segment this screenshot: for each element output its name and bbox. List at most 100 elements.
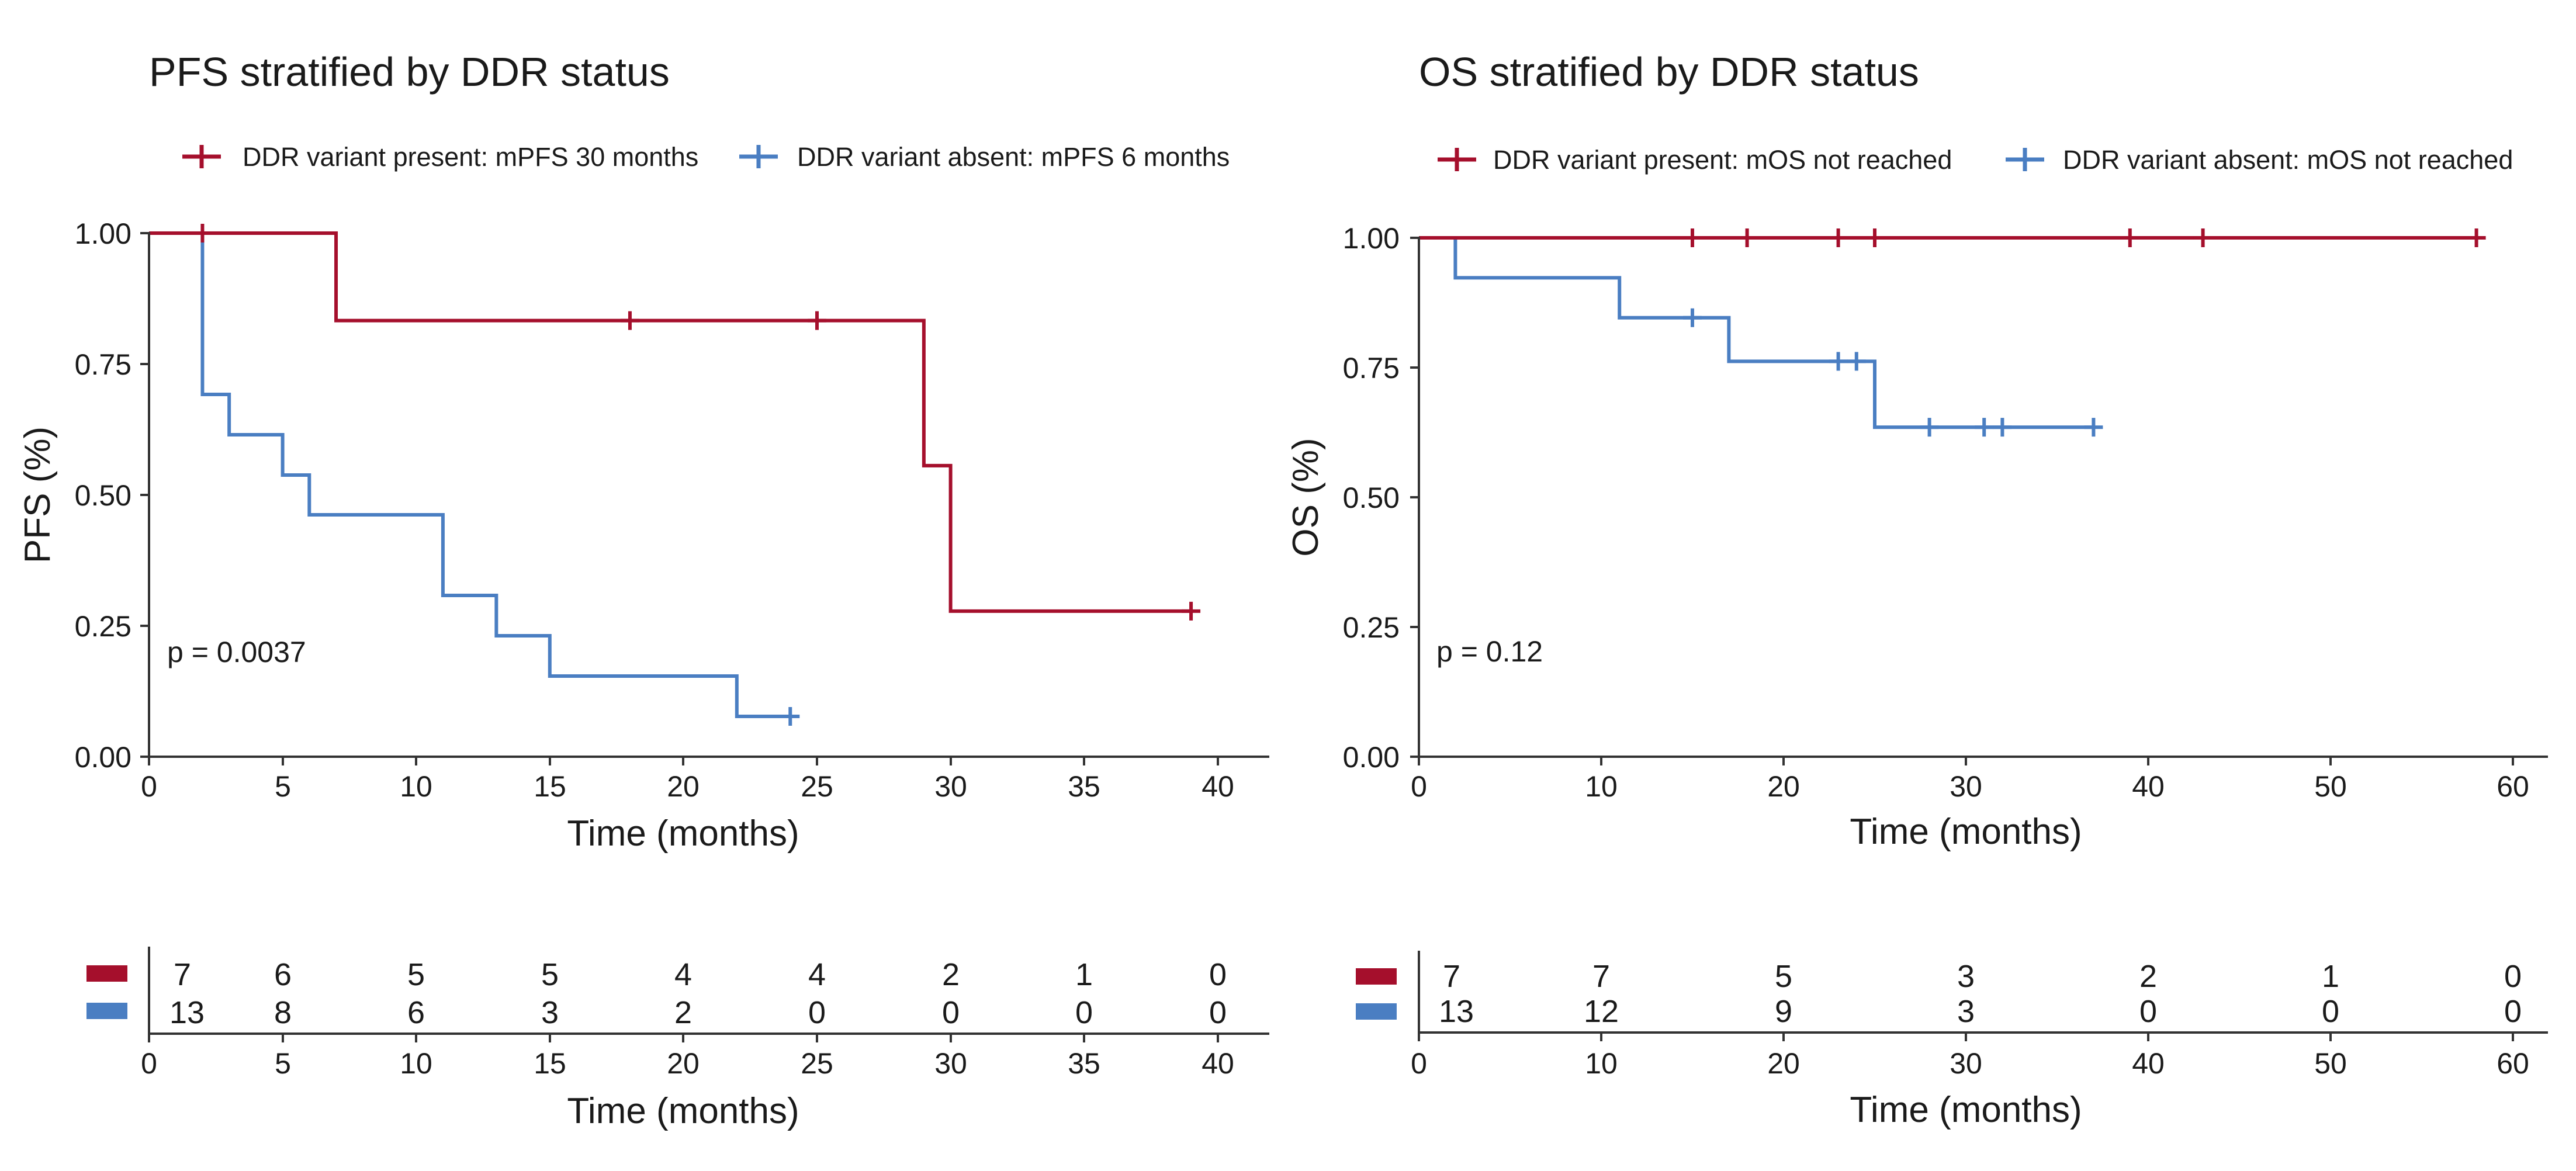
- os-censor-absent-6: [2084, 418, 2103, 437]
- pfs-legend: DDR variant present: mPFS 30 months DDR …: [182, 142, 1230, 172]
- os-y-axis-title: OS (%): [1286, 438, 1326, 556]
- pfs-xtick-20: 20: [667, 770, 700, 803]
- pfs-xtick-35: 35: [1068, 770, 1100, 803]
- os-risk-absent-60: 0: [2504, 994, 2522, 1029]
- pfs-censor-present-3: [1182, 601, 1201, 621]
- pfs-ytick-000: 0.00: [75, 741, 131, 774]
- os-risk-present-60: 0: [2504, 959, 2522, 994]
- os-censor-absent-5: [1993, 418, 2012, 437]
- pfs-panel: PFS stratified by DDR status DDR variant…: [18, 49, 1269, 1131]
- pfs-risk-present-30: 2: [942, 957, 960, 992]
- os-censor-absent-2: [1847, 352, 1866, 371]
- pfs-y-axis-title: PFS (%): [18, 427, 58, 563]
- os-risk-xtick-0: 0: [1411, 1047, 1427, 1080]
- pfs-pvalue: p = 0.0037: [167, 636, 306, 668]
- pfs-risk-present-5: 6: [274, 957, 292, 992]
- pfs-risk-present-25: 4: [808, 957, 826, 992]
- pfs-risk-xtick-5: 5: [275, 1047, 291, 1080]
- pfs-x-axis-title: Time (months): [567, 813, 799, 854]
- os-risk-present-30: 3: [1957, 959, 1975, 994]
- pfs-risk-present-0: 7: [174, 957, 191, 992]
- os-ytick-075: 0.75: [1343, 352, 1400, 384]
- os-censor-present-1: [1737, 228, 1757, 247]
- pfs-censor-present-2: [808, 311, 826, 330]
- os-risk-absent-10: 12: [1584, 994, 1619, 1029]
- os-pvalue: p = 0.12: [1436, 635, 1543, 668]
- os-xtick-0: 0: [1411, 770, 1427, 803]
- os-censor-absent-1: [1829, 352, 1848, 371]
- os-curve-absent: [1419, 236, 2094, 429]
- pfs-ytick-075: 0.75: [75, 348, 131, 381]
- pfs-title: PFS stratified by DDR status: [149, 49, 670, 95]
- pfs-censor-present-0: [193, 224, 212, 242]
- pfs-risk-absent-20: 2: [674, 995, 692, 1030]
- pfs-y-ticks: 1.00 0.75 0.50 0.25 0.00: [75, 217, 149, 774]
- os-risk-absent-0: 13: [1439, 994, 1474, 1029]
- os-ytick-025: 0.25: [1343, 611, 1400, 644]
- pfs-risk-absent-0: 13: [169, 995, 205, 1030]
- pfs-risk-present-40: 0: [1209, 957, 1227, 992]
- pfs-curve-absent: [149, 231, 791, 719]
- os-risk-xtick-50: 50: [2314, 1047, 2347, 1080]
- pfs-risk-absent-25: 0: [808, 995, 826, 1030]
- os-censor-absent-3: [1920, 418, 1939, 437]
- os-risk-absent-30: 3: [1957, 994, 1975, 1029]
- pfs-risk-absent-40: 0: [1209, 995, 1227, 1030]
- pfs-legend-key-present: [182, 145, 221, 168]
- pfs-risk-absent-15: 3: [541, 995, 559, 1030]
- os-xtick-10: 10: [1585, 770, 1618, 803]
- pfs-xtick-15: 15: [534, 770, 566, 803]
- os-title: OS stratified by DDR status: [1419, 49, 1919, 95]
- os-xtick-50: 50: [2314, 770, 2347, 803]
- os-axes: [1418, 237, 2548, 758]
- pfs-risk-xtick-30: 30: [934, 1047, 967, 1080]
- os-y-ticks: 1.00 0.75 0.50 0.25 0.00: [1343, 222, 1419, 774]
- pfs-xtick-25: 25: [801, 770, 833, 803]
- os-censor-present-6: [2467, 228, 2486, 247]
- pfs-risk-xtick-25: 25: [801, 1047, 833, 1080]
- pfs-ytick-050: 0.50: [75, 479, 131, 512]
- os-censor-present-4: [2120, 228, 2139, 247]
- os-censor-present-0: [1683, 228, 1702, 247]
- os-censor-absent-0: [1683, 308, 1702, 327]
- os-xtick-40: 40: [2132, 770, 2165, 803]
- pfs-axes: [148, 232, 1269, 758]
- os-censor-present-3: [1865, 228, 1884, 247]
- pfs-risk-present-15: 5: [541, 957, 559, 992]
- os-risk-x-axis-title: Time (months): [1850, 1090, 2082, 1130]
- pfs-risk-present-35: 1: [1075, 957, 1093, 992]
- os-curves: [1419, 228, 2486, 437]
- pfs-risk-present-10: 5: [407, 957, 425, 992]
- pfs-risk-xtick-40: 40: [1202, 1047, 1234, 1080]
- os-risk-xtick-20: 20: [1767, 1047, 1800, 1080]
- os-ytick-050: 0.50: [1343, 481, 1400, 514]
- os-xtick-60: 60: [2497, 770, 2529, 803]
- os-censor-present-2: [1829, 228, 1848, 247]
- pfs-risk-x-axis-title: Time (months): [567, 1091, 799, 1131]
- os-xtick-30: 30: [1950, 770, 1982, 803]
- pfs-legend-label-absent: DDR variant absent: mPFS 6 months: [797, 142, 1230, 172]
- os-risk-key-absent: [1356, 1003, 1397, 1020]
- pfs-ytick-100: 1.00: [75, 217, 131, 250]
- pfs-censor-absent-0: [781, 707, 800, 726]
- pfs-risk-table: 7 6 5 5 4 4 2 1 0 13 8 6 3 2 0 0 0 0: [86, 947, 1269, 1131]
- pfs-risk-absent-10: 6: [407, 995, 425, 1030]
- pfs-xtick-0: 0: [141, 770, 157, 803]
- pfs-risk-xtick-15: 15: [534, 1047, 566, 1080]
- pfs-xtick-30: 30: [934, 770, 967, 803]
- pfs-risk-xtick-10: 10: [400, 1047, 432, 1080]
- os-legend-label-absent: DDR variant absent: mOS not reached: [2063, 145, 2513, 175]
- pfs-risk-xtick-35: 35: [1068, 1047, 1100, 1080]
- os-risk-table: 7 7 5 3 2 1 0 13 12 9 3 0 0 0: [1356, 951, 2548, 1130]
- os-risk-present-50: 1: [2322, 959, 2339, 994]
- os-risk-absent-20: 9: [1775, 994, 1792, 1029]
- pfs-risk-xtick-0: 0: [141, 1047, 157, 1080]
- os-x-ticks: 0 10 20 30 40 50 60: [1411, 757, 2529, 803]
- pfs-risk-present-20: 4: [674, 957, 692, 992]
- os-risk-key-present: [1356, 968, 1397, 985]
- pfs-risk-key-present: [86, 965, 127, 982]
- pfs-curve-present: [149, 231, 1192, 613]
- os-x-axis-title: Time (months): [1850, 812, 2082, 852]
